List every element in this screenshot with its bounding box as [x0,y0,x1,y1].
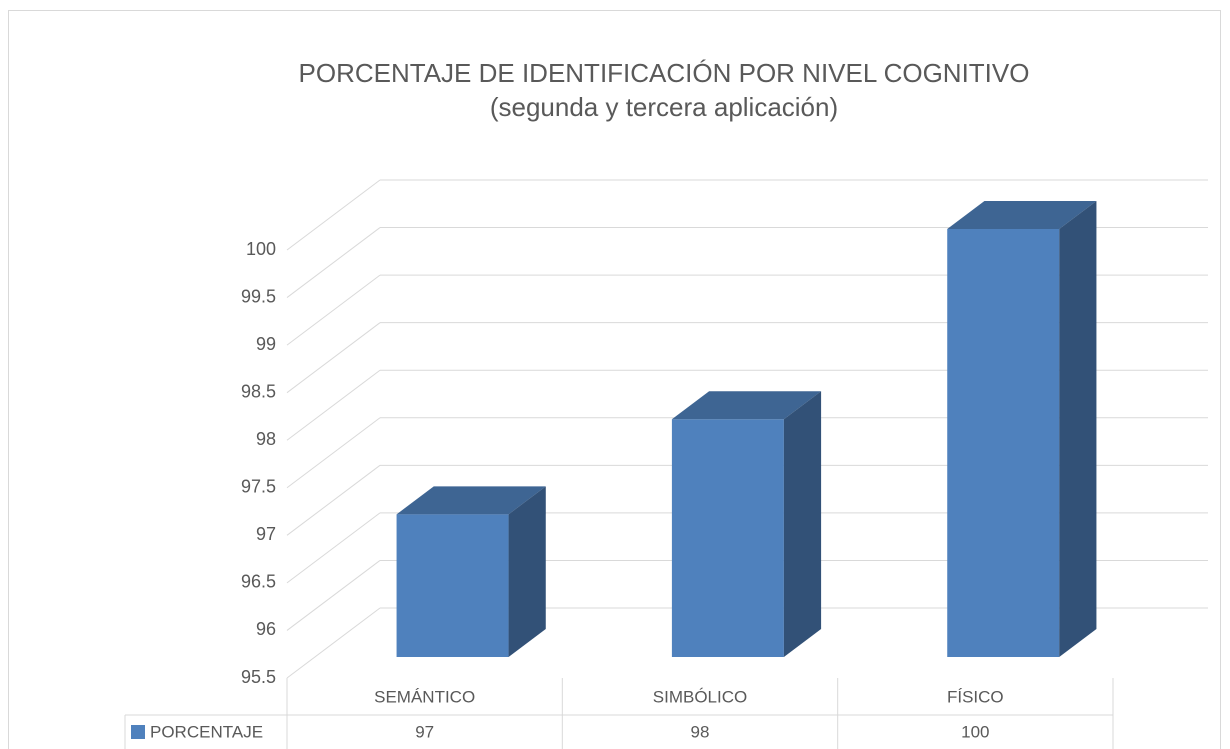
grid-line-depth [286,512,381,584]
chart-title: PORCENTAJE DE IDENTIFICACIÓN POR NIVEL C… [299,58,1030,88]
y-tick-label: 96 [256,619,276,639]
chart-subtitle: (segunda y tercera aplicación) [490,92,838,122]
x-tick-label: SEMÁNTICO [374,687,475,706]
y-tick-label: 100 [246,239,276,259]
y-tick-label: 97.5 [241,477,276,497]
table-value: 97 [415,722,434,741]
table-value: 100 [961,722,989,741]
bar-top [947,201,1097,229]
x-tick-label: SIMBÓLICO [653,687,747,706]
bar-side [508,486,546,657]
grid-line-depth [286,179,381,251]
table-value: 98 [691,722,710,741]
y-tick-label: 99 [256,334,276,354]
y-tick-label: 97 [256,524,276,544]
grid-line-depth [286,607,381,679]
bar-front [947,229,1060,657]
bar-front [671,419,784,657]
y-tick-label: 98 [256,429,276,449]
x-tick-label: FÍSICO [947,687,1004,706]
grid-line-depth [286,560,381,631]
legend-label: PORCENTAJE [150,722,263,741]
y-tick-label: 96.5 [241,572,276,592]
bar-top [396,486,546,515]
bar-side [1059,201,1097,657]
bar-side [783,391,822,657]
grid-line-depth [286,322,381,394]
grid-line-depth [286,464,381,536]
grid-line-depth [286,227,381,298]
grid-line-depth [286,417,381,489]
grid-line-depth [286,369,381,441]
y-tick-label: 98.5 [241,381,276,401]
bar-front [396,514,509,657]
y-tick-label: 99.5 [241,286,276,306]
grid-line-depth [286,274,381,346]
bar-top [671,391,822,420]
legend-swatch [131,725,145,739]
y-tick-label: 95.5 [241,667,276,687]
